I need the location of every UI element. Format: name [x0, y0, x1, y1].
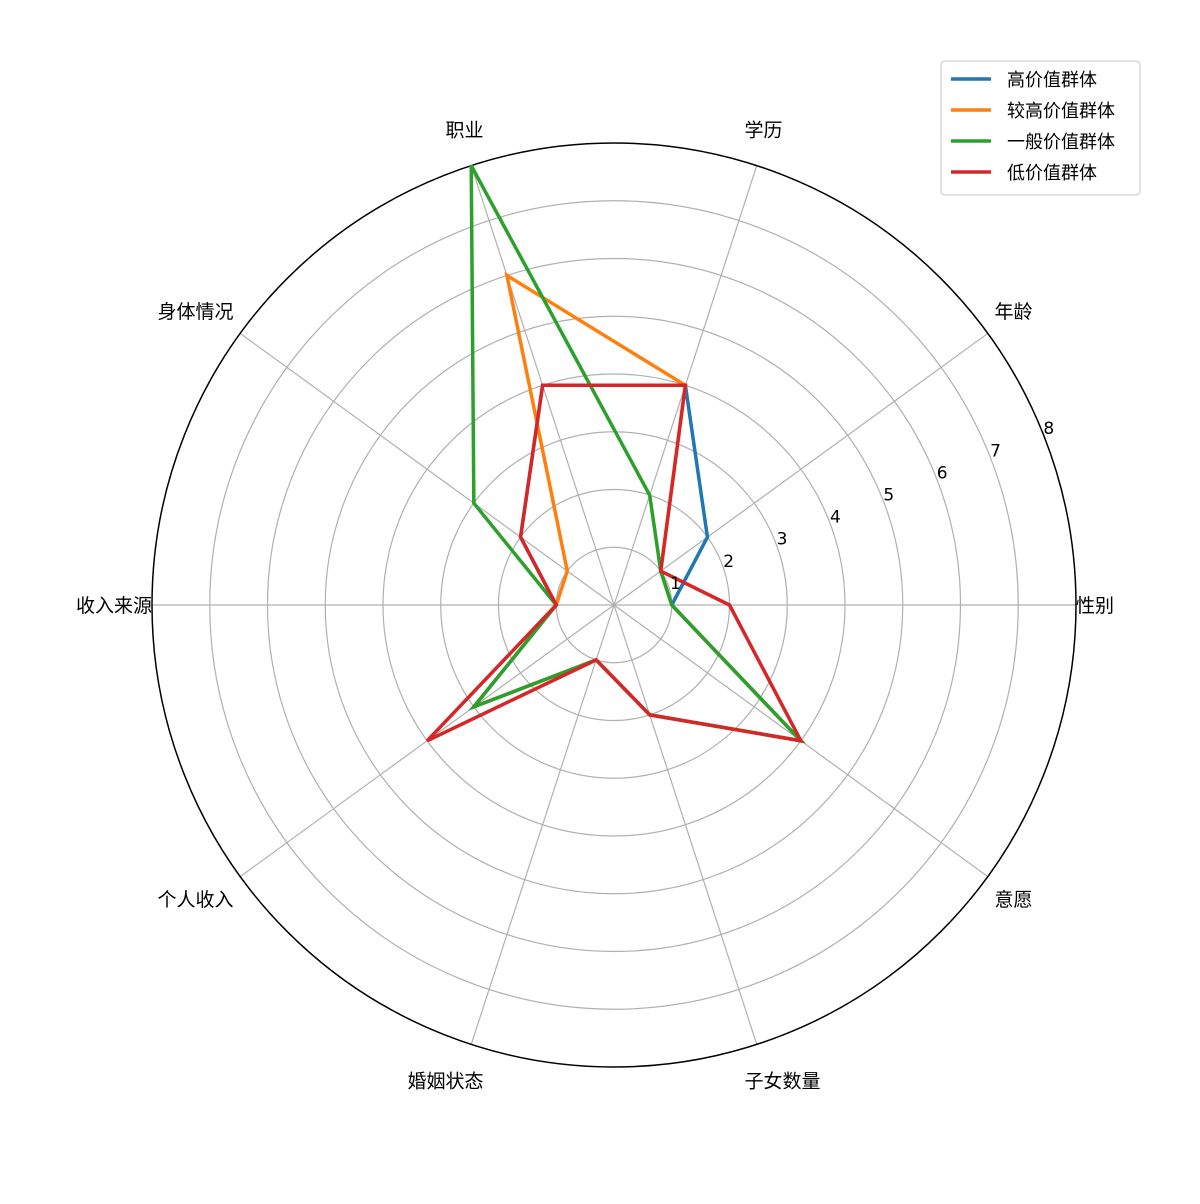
r-tick-label-8: 8	[1043, 419, 1054, 439]
category-label-0: 性别	[1076, 595, 1114, 617]
series-line-3	[427, 385, 801, 740]
category-label-7: 婚姻状态	[407, 1071, 483, 1093]
grid-spoke-4	[240, 333, 614, 605]
series-layer	[427, 166, 801, 741]
r-tick-label-1: 1	[670, 574, 681, 594]
r-tick-label-7: 7	[990, 441, 1001, 461]
category-label-5: 收入来源	[76, 595, 152, 617]
r-tick-label-2: 2	[723, 552, 734, 572]
series-line-2	[471, 166, 801, 741]
category-label-6: 个人收入	[157, 889, 233, 911]
category-label-3: 职业	[445, 119, 483, 141]
category-label-1: 年龄	[995, 301, 1033, 323]
category-label-2: 学历	[745, 119, 783, 141]
legend-label-1: 较高价值群体	[1007, 101, 1115, 122]
r-tick-label-4: 4	[830, 508, 841, 528]
legend-label-0: 高价值群体	[1007, 70, 1097, 91]
r-tick-label-6: 6	[937, 463, 948, 483]
legend-label-2: 一般价值群体	[1007, 132, 1115, 153]
legend-label-3: 低价值群体	[1007, 163, 1097, 184]
r-tick-label-3: 3	[777, 530, 788, 550]
category-label-9: 意愿	[995, 889, 1033, 911]
category-label-8: 子女数量	[745, 1071, 821, 1093]
grid-layer	[152, 143, 1076, 1067]
r-tick-label-5: 5	[883, 486, 894, 506]
category-label-4: 身体情况	[157, 301, 233, 323]
